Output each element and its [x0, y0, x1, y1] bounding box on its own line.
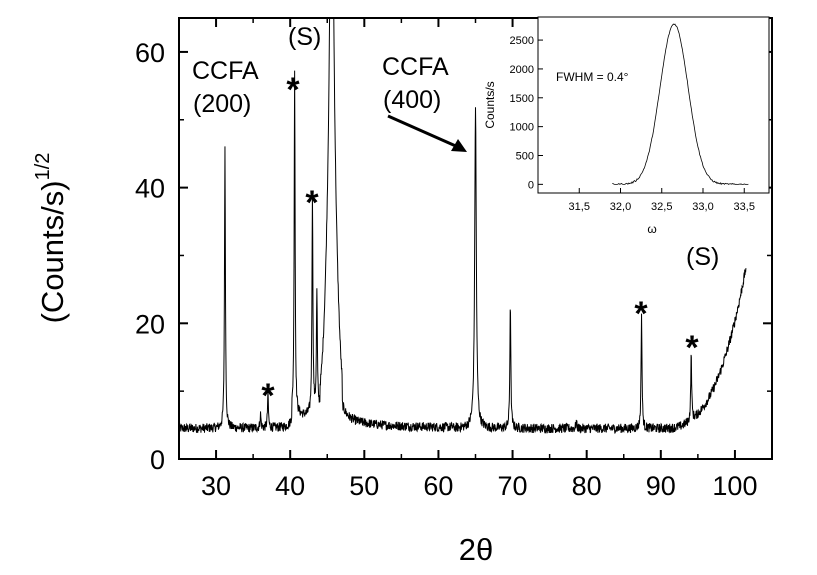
y-axis-title-superscript: 1/2 [32, 153, 54, 181]
inset-x-tick-label-33,0: 33,0 [692, 201, 713, 213]
main-series-line [180, 19, 747, 434]
x-tick-label-100: 100 [712, 471, 757, 501]
y-tick-label-0: 0 [150, 445, 165, 475]
x-axis-title: 2θ [459, 532, 493, 567]
inset-plot-frame [537, 16, 770, 194]
annotation-ccfa-400-arrow [387, 114, 459, 149]
impurity-marker-94: * [685, 329, 699, 367]
x-tick-label-90: 90 [646, 471, 676, 501]
inset-fwhm-note: FWHM = 0.4° [556, 70, 629, 84]
y-axis-title-main: (Counts/s) [35, 180, 70, 323]
inset-y-tick-label-2000: 2000 [510, 64, 534, 76]
inset-ticks [538, 39, 745, 193]
x-tick-label-40: 40 [275, 471, 305, 501]
annotation-ccfa-400-line1: CCFA [382, 53, 449, 81]
inset-x-tick-label-33,5: 33,5 [734, 201, 755, 213]
annotation-ccfa-400-line2: (400) [383, 86, 441, 114]
inset-y-tick-label-0: 0 [528, 179, 534, 191]
y-tick-label-40: 40 [135, 174, 165, 204]
inset-y-tick-label-1500: 1500 [510, 93, 534, 105]
impurity-marker-40: * [286, 71, 300, 109]
x-tick-label-50: 50 [349, 471, 379, 501]
inset-x-tick-label-32,0: 32,0 [610, 201, 631, 213]
inset-y-axis-title: Counts/s [483, 81, 497, 128]
y-axis-title-group: (Counts/s)1/2 [32, 153, 70, 324]
annotation-ccfa-400-arrowhead [451, 139, 467, 152]
inset-x-tick-label-31,5: 31,5 [569, 201, 590, 213]
x-tick-label-60: 60 [423, 471, 453, 501]
y-tick-label-60: 60 [135, 38, 165, 68]
annotation-substrate-right: (S) [686, 243, 719, 271]
annotation-substrate-left: (S) [288, 23, 321, 51]
impurity-marker-37: * [261, 377, 275, 415]
inset-y-tick-label-1000: 1000 [510, 122, 534, 134]
impurity-marker-43: * [305, 184, 319, 222]
x-tick-label-30: 30 [201, 471, 231, 501]
impurity-marker-87: * [634, 295, 648, 333]
y-axis-title: (Counts/s)1/2 [32, 153, 70, 324]
inset-y-tick-label-500: 500 [516, 150, 534, 162]
annotation-ccfa-200-line2: (200) [193, 90, 251, 118]
annotation-ccfa-200-line1: CCFA [192, 57, 259, 85]
inset-x-axis-title: ω [647, 222, 656, 236]
y-tick-label-20: 20 [135, 309, 165, 339]
x-tick-label-80: 80 [572, 471, 602, 501]
inset-tick-labels: 31,5 32,0 32,5 33,0 33,5 0 500 1000 1500 2000 2500 [510, 35, 755, 213]
inset-y-tick-label-2500: 2500 [510, 35, 534, 47]
inset-x-tick-label-32,5: 32,5 [651, 201, 672, 213]
x-tick-label-70: 70 [498, 471, 528, 501]
inset-series-line [612, 23, 749, 186]
